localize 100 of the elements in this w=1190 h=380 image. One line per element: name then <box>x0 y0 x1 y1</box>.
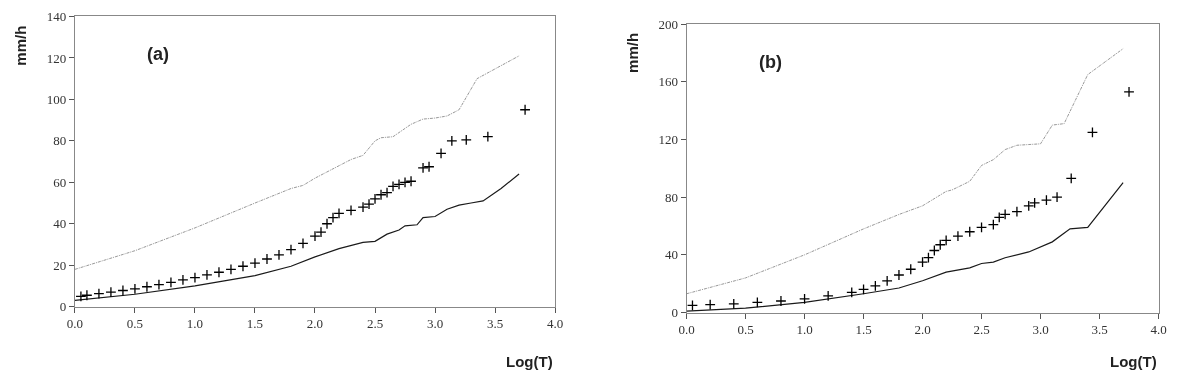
point <box>249 257 261 269</box>
point <box>225 263 237 275</box>
y-tick-label: 40 <box>664 247 678 263</box>
y-tick-label: 0 <box>671 305 678 321</box>
x-tick-label: 3.5 <box>486 316 504 332</box>
point <box>435 147 447 159</box>
point <box>1123 86 1135 98</box>
point <box>75 290 87 302</box>
point <box>363 198 375 210</box>
x-tick-label: 1.5 <box>855 322 872 338</box>
point <box>993 211 1005 223</box>
point <box>261 253 273 265</box>
x-tick-label: 4.0 <box>1150 322 1167 338</box>
x-tick-label: 1.0 <box>796 322 813 338</box>
x-tick-label: 0.5 <box>126 316 144 332</box>
x-tick-label: 0.0 <box>66 316 84 332</box>
point <box>799 293 811 305</box>
point <box>482 131 494 143</box>
y-tick-label: 120 <box>46 50 67 66</box>
y-tick-label: 80 <box>664 189 678 205</box>
y-tick-label: 140 <box>46 9 67 25</box>
y-tick-label: 200 <box>658 16 678 32</box>
x-axis-title: Log(T) <box>1110 353 1157 370</box>
point <box>393 178 405 190</box>
point <box>201 269 213 281</box>
text: (a) <box>147 44 169 64</box>
y-tick-label: 20 <box>53 257 67 273</box>
point <box>321 218 333 230</box>
point <box>1029 197 1041 209</box>
x-tick-label: 2.0 <box>914 322 931 338</box>
x-axis-title: Log(T) <box>506 353 553 370</box>
point <box>327 211 339 224</box>
point <box>309 230 321 242</box>
point <box>105 286 117 298</box>
point <box>165 276 177 288</box>
point <box>237 260 249 272</box>
point <box>822 290 834 302</box>
point <box>460 134 472 146</box>
point <box>519 104 531 116</box>
point <box>417 162 429 174</box>
point <box>189 272 201 284</box>
x-tick-label: 2.5 <box>973 322 990 338</box>
y-axis-title: mm/h <box>12 25 30 66</box>
point <box>858 283 870 295</box>
point <box>728 298 740 310</box>
point <box>446 135 458 147</box>
point <box>975 221 988 233</box>
point <box>922 252 934 264</box>
point <box>916 256 929 268</box>
point <box>704 299 716 311</box>
point <box>369 193 381 205</box>
point <box>869 280 881 292</box>
text: (b) <box>759 52 782 72</box>
point <box>405 175 417 187</box>
point <box>285 244 297 256</box>
y-tick-label: 60 <box>53 174 67 190</box>
point <box>999 208 1011 221</box>
point <box>333 207 345 219</box>
point <box>987 219 999 231</box>
point <box>686 299 699 311</box>
line-series <box>686 182 1124 312</box>
line-series <box>74 173 520 302</box>
point <box>751 296 763 308</box>
point <box>1023 200 1035 212</box>
y-axis-title: mm/h <box>624 32 642 73</box>
point <box>177 274 189 286</box>
y-tick-label: 100 <box>46 91 67 107</box>
point <box>940 234 952 246</box>
point <box>357 201 369 213</box>
y-tick-label: 80 <box>53 133 67 149</box>
x-tick-label: 0.5 <box>737 322 754 338</box>
point <box>905 263 917 275</box>
point <box>1051 191 1063 203</box>
x-tick-label: 3.0 <box>426 316 444 332</box>
point <box>1065 172 1077 184</box>
point <box>934 239 946 251</box>
point <box>775 295 787 307</box>
point <box>846 286 858 298</box>
point <box>375 189 387 201</box>
x-tick-label: 1.0 <box>186 316 204 332</box>
point <box>129 283 141 295</box>
point <box>213 266 225 278</box>
x-tick-label: 2.5 <box>366 316 384 332</box>
point <box>117 284 129 297</box>
point <box>381 187 393 199</box>
point <box>345 204 357 216</box>
point <box>81 289 93 301</box>
point <box>1011 206 1023 218</box>
point <box>153 279 165 291</box>
point <box>881 275 893 287</box>
point <box>964 226 976 238</box>
point <box>1040 194 1052 206</box>
point <box>387 180 399 192</box>
y-tick-label: 40 <box>53 216 67 232</box>
y-tick-label: 120 <box>658 132 678 148</box>
point <box>315 226 327 238</box>
point <box>893 269 905 281</box>
point <box>952 230 964 242</box>
y-tick-label: 160 <box>658 74 678 90</box>
point <box>1086 126 1098 138</box>
